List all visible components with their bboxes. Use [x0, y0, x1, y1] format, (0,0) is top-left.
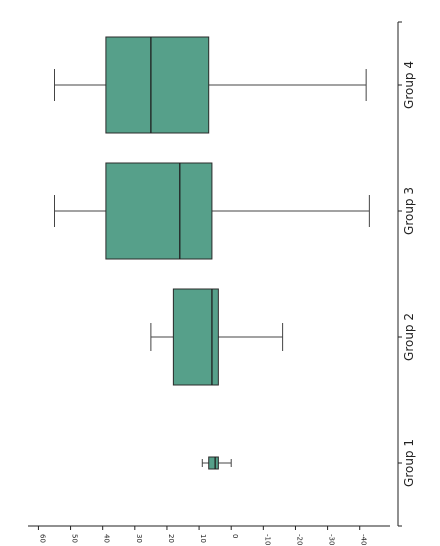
- iqr-box: [105, 162, 213, 260]
- value-tick-label: 20: [167, 534, 175, 543]
- iqr-box: [105, 36, 210, 134]
- box-group-3: [53, 162, 370, 260]
- value-tick-label: 60: [38, 534, 46, 543]
- box-group-4: [53, 36, 367, 134]
- value-tick-label: 50: [71, 534, 79, 543]
- category-label: Group 3: [402, 187, 416, 235]
- iqr-box: [208, 456, 219, 470]
- value-tick-label: -10: [263, 534, 271, 545]
- iqr-box: [172, 288, 219, 386]
- value-tick-label: 40: [103, 534, 111, 543]
- category-axis: Group 1 Group 2 Group 3 Group 4: [397, 21, 416, 527]
- box-group-1: [201, 456, 232, 470]
- value-tick-label: -20: [295, 534, 303, 545]
- value-tick-label: 10: [199, 534, 207, 543]
- value-axis: 60 50 40 30 20 10 0 -10 -20 -30 -40: [28, 525, 390, 545]
- category-label: Group 4: [402, 61, 416, 109]
- value-tick-label: 30: [135, 534, 143, 543]
- boxes-layer: [53, 36, 370, 470]
- value-tick-label: -30: [328, 534, 336, 545]
- category-label: Group 1: [402, 439, 416, 487]
- value-tick-label: -40: [360, 534, 368, 545]
- category-label: Group 2: [402, 313, 416, 361]
- box-group-2: [150, 288, 284, 386]
- value-tick-label: 0: [231, 534, 239, 538]
